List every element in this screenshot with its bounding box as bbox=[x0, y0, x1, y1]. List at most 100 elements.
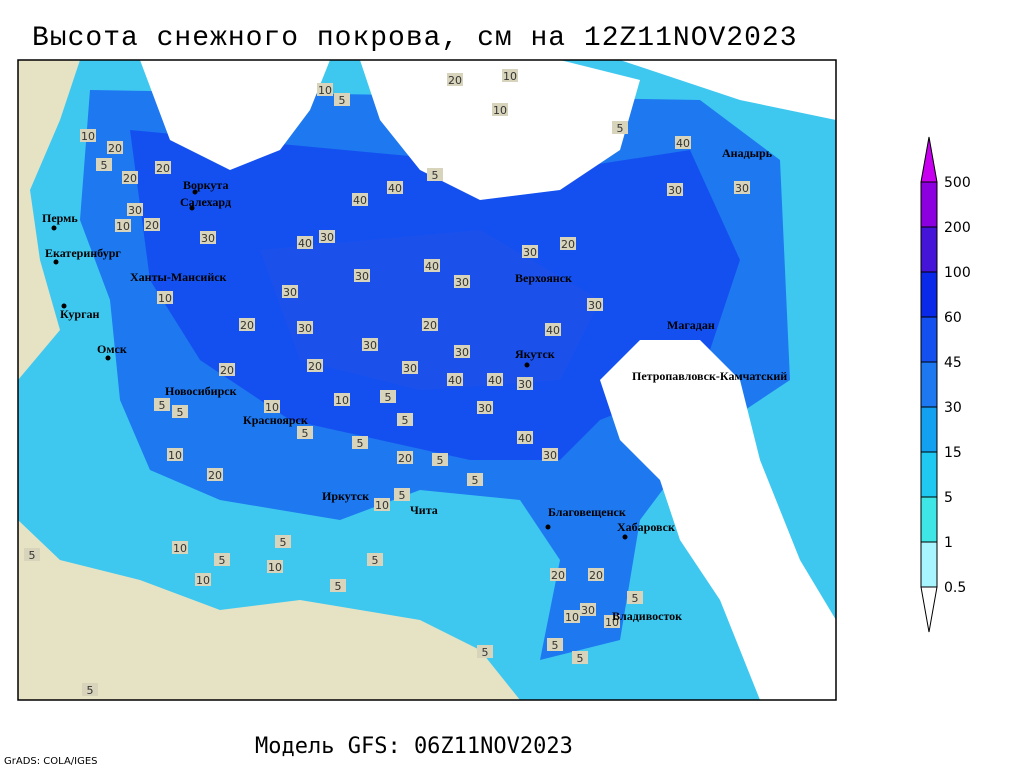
contour-label: 5 bbox=[372, 554, 379, 567]
contour-label-bg bbox=[144, 218, 160, 231]
city-label: Красноярск bbox=[243, 413, 308, 427]
contour-label: 5 bbox=[335, 580, 342, 593]
contour-label-bg bbox=[522, 245, 538, 258]
contour-label: 40 bbox=[388, 182, 402, 195]
contour-label: 40 bbox=[298, 237, 312, 250]
footer: Модель GFS: 06Z11NOV2023 bbox=[255, 734, 573, 759]
contour-label: 20 bbox=[156, 162, 170, 175]
city-label: Благовещенск bbox=[548, 505, 626, 519]
legend-label: 200 bbox=[944, 220, 971, 236]
legend-swatch bbox=[920, 226, 938, 273]
city-dot bbox=[105, 355, 111, 361]
legend-label: 100 bbox=[944, 265, 971, 281]
contour-label: 10 bbox=[265, 401, 279, 414]
contour-label-bg bbox=[334, 93, 350, 106]
contour-label: 20 bbox=[551, 569, 565, 582]
city-dot bbox=[545, 524, 551, 530]
contour-label: 5 bbox=[432, 169, 439, 182]
city-label: Воркута bbox=[183, 178, 228, 192]
contour-label: 30 bbox=[735, 182, 749, 195]
snow-deep2 bbox=[260, 230, 600, 390]
arctic-sea bbox=[140, 60, 836, 200]
contour-label-bg bbox=[239, 318, 255, 331]
legend-swatch bbox=[920, 316, 938, 363]
contour-label-bg bbox=[734, 181, 750, 194]
legend-label: 1 bbox=[944, 535, 953, 551]
city-label: Якутск bbox=[515, 347, 555, 361]
city-dot bbox=[192, 189, 198, 195]
title: Высота снежного покрова, см на 12Z11NOV2… bbox=[32, 23, 798, 54]
contour-label: 10 bbox=[503, 70, 517, 83]
city-label: Новосибирск bbox=[165, 384, 237, 398]
contour-label-bg bbox=[317, 83, 333, 96]
contour-label: 5 bbox=[482, 646, 489, 659]
contour-label: 5 bbox=[472, 474, 479, 487]
contour-label-bg bbox=[207, 468, 223, 481]
contour-label-bg bbox=[80, 129, 96, 142]
city-label: Владивосток bbox=[612, 609, 682, 623]
contour-label-bg bbox=[24, 548, 40, 561]
contour-label: 10 bbox=[173, 542, 187, 555]
city-label: Магадан bbox=[667, 318, 715, 332]
contour-label-bg bbox=[264, 400, 280, 413]
city-dot bbox=[524, 362, 530, 368]
contour-label: 20 bbox=[398, 452, 412, 465]
contour-label-bg bbox=[667, 183, 683, 196]
legend-swatch bbox=[920, 271, 938, 318]
contour-label-bg bbox=[157, 291, 173, 304]
city-label: Хабаровск bbox=[617, 520, 675, 534]
contour-label-bg bbox=[282, 285, 298, 298]
okhotsk-sea bbox=[600, 340, 836, 700]
contour-label: 30 bbox=[668, 184, 682, 197]
contour-label: 30 bbox=[523, 246, 537, 259]
contour-label-bg bbox=[127, 203, 143, 216]
city-dot bbox=[189, 205, 195, 211]
contour-label: 5 bbox=[402, 414, 409, 427]
contour-label: 20 bbox=[561, 238, 575, 251]
contour-label: 40 bbox=[448, 374, 462, 387]
contour-label: 5 bbox=[101, 159, 108, 172]
contour-label: 40 bbox=[425, 260, 439, 273]
contour-label-bg bbox=[542, 448, 558, 461]
contour-label: 30 bbox=[518, 378, 532, 391]
city-label: Верхоянск bbox=[515, 271, 572, 285]
contour-label-bg bbox=[550, 568, 566, 581]
city-dot bbox=[622, 534, 628, 540]
city-label: Омск bbox=[97, 342, 127, 356]
legend-swatch bbox=[920, 136, 938, 183]
contour-label: 20 bbox=[108, 142, 122, 155]
contour-label-bg bbox=[427, 168, 443, 181]
contour-label-bg bbox=[297, 321, 313, 334]
contour-label: 5 bbox=[280, 536, 287, 549]
contour-label: 30 bbox=[543, 449, 557, 462]
legend-label: 0.5 bbox=[944, 580, 966, 596]
contour-label-bg bbox=[362, 338, 378, 351]
city-dot bbox=[53, 259, 59, 265]
contour-label: 40 bbox=[488, 374, 502, 387]
city-label: Анадырь bbox=[722, 146, 773, 160]
legend-swatch bbox=[920, 181, 938, 228]
city-label: Петропавловск-Камчатский bbox=[632, 369, 787, 383]
contour-label-bg bbox=[374, 498, 390, 511]
contour-label: 5 bbox=[632, 592, 639, 605]
legend-label: 15 bbox=[944, 445, 962, 461]
legend-label: 500 bbox=[944, 175, 971, 191]
contour-label-bg bbox=[424, 259, 440, 272]
contour-label-bg bbox=[275, 535, 291, 548]
city-dot bbox=[51, 225, 57, 231]
contour-label: 10 bbox=[168, 449, 182, 462]
contour-label: 30 bbox=[283, 286, 297, 299]
legend-label: 60 bbox=[944, 310, 962, 326]
contour-label: 40 bbox=[546, 324, 560, 337]
contour-label-bg bbox=[454, 345, 470, 358]
contour-label: 40 bbox=[676, 137, 690, 150]
contour-label-bg bbox=[627, 591, 643, 604]
contour-label: 10 bbox=[605, 616, 619, 629]
contour-label-bg bbox=[307, 359, 323, 372]
contour-label-bg bbox=[675, 136, 691, 149]
credit: GrADS: COLA/IGES bbox=[4, 756, 98, 767]
contour-label: 20 bbox=[145, 219, 159, 232]
city-label: Курган bbox=[60, 307, 100, 321]
city-label: Иркутск bbox=[322, 489, 369, 503]
